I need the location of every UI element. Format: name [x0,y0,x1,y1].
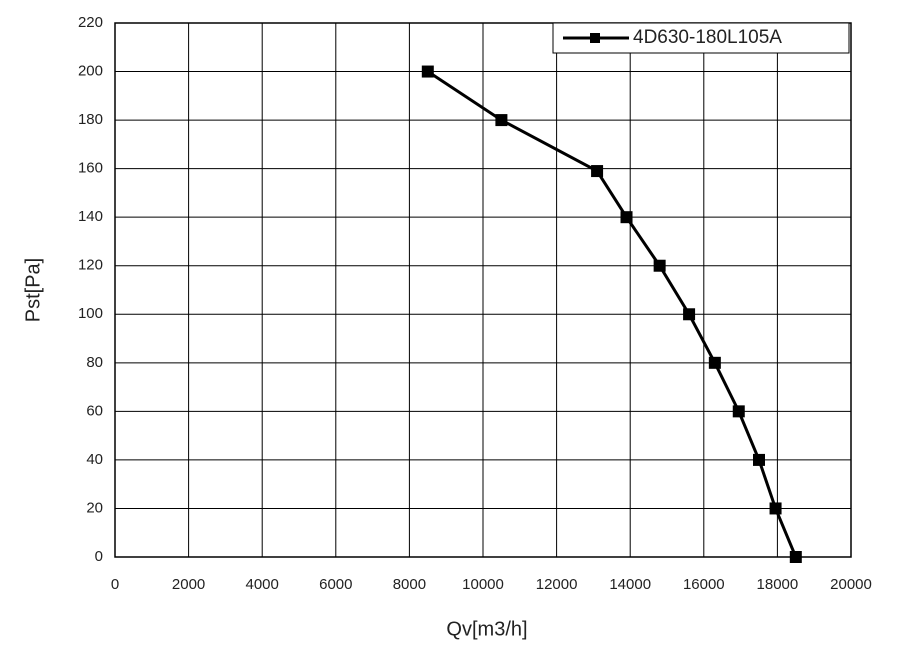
x-tick-label: 16000 [683,576,725,593]
y-tick-label: 180 [78,111,103,128]
data-point [421,65,434,78]
x-axis-label: Qv[m3/h] [446,618,527,640]
x-tick-label: 2000 [172,576,205,593]
y-tick-label: 120 [78,257,103,274]
y-tick-label: 140 [78,208,103,225]
plot-frame [114,22,852,558]
y-tick-label: 200 [78,63,103,80]
legend-label: 4D630-180L105A [633,27,782,48]
legend-marker [590,33,600,43]
y-tick-label: 60 [86,402,103,419]
x-tick-label: 0 [111,576,119,593]
data-point [789,551,802,563]
x-tick-label: 20000 [830,576,872,593]
data-point [653,259,666,272]
data-point [620,211,633,224]
x-tick-label: 4000 [246,576,279,593]
y-axis-label: Pst[Pa] [22,258,44,322]
y-tick-label: 80 [86,354,103,371]
data-point [753,453,765,466]
data-point [732,405,745,418]
y-tick-label: 0 [95,548,103,565]
y-tick-label: 40 [86,451,103,468]
data-point [769,502,782,515]
y-tick-label: 20 [86,499,103,516]
y-tick-label: 220 [78,14,103,31]
y-tick-label: 100 [78,305,103,322]
x-tick-label: 10000 [462,576,504,593]
x-tick-label: 18000 [757,576,799,593]
x-tick-label: 6000 [319,576,352,593]
x-tick-label: 12000 [536,576,578,593]
data-point [683,308,696,321]
data-point [708,356,721,369]
data-point [495,114,508,127]
data-point [591,165,604,178]
x-tick-label: 8000 [393,576,426,593]
x-tick-label: 14000 [609,576,651,593]
y-tick-label: 160 [78,160,103,177]
